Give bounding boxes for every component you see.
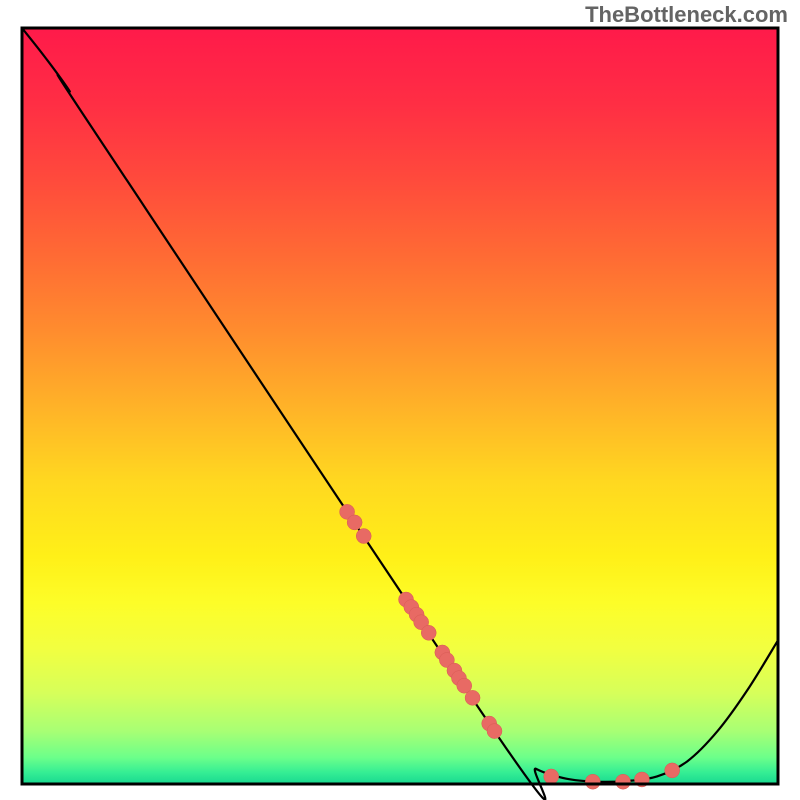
- bottleneck-chart: TheBottleneck.com: [0, 0, 800, 800]
- data-marker: [465, 690, 480, 705]
- watermark-text: TheBottleneck.com: [585, 2, 788, 28]
- data-marker: [585, 774, 600, 789]
- data-marker: [356, 529, 371, 544]
- plot-background: [22, 28, 778, 784]
- data-marker: [347, 515, 362, 530]
- chart-svg: [0, 0, 800, 800]
- data-marker: [544, 769, 559, 784]
- data-marker: [487, 724, 502, 739]
- data-marker: [665, 763, 680, 778]
- data-marker: [616, 774, 631, 789]
- data-marker: [421, 625, 436, 640]
